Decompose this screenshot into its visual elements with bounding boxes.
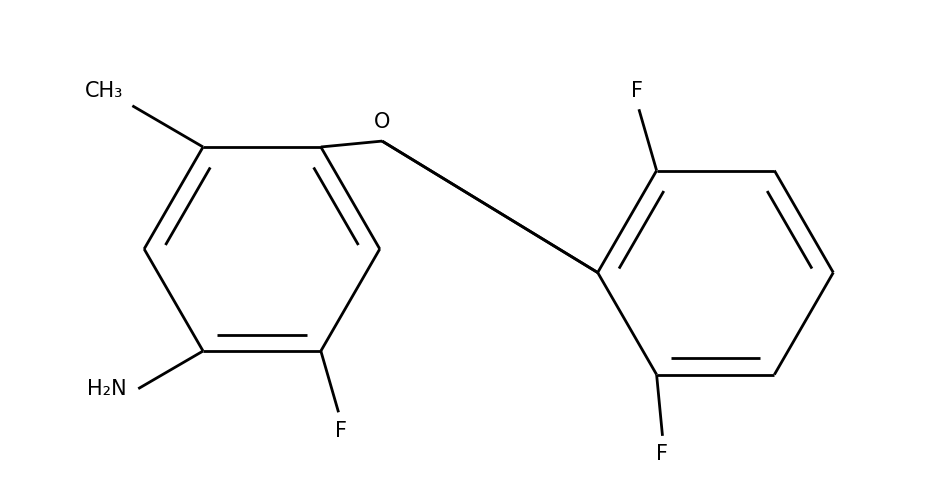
- Text: CH₃: CH₃: [84, 81, 123, 101]
- Text: F: F: [656, 444, 668, 464]
- Text: O: O: [374, 112, 391, 131]
- Text: F: F: [335, 420, 347, 441]
- Text: H₂N: H₂N: [87, 378, 126, 399]
- Text: F: F: [630, 81, 643, 101]
